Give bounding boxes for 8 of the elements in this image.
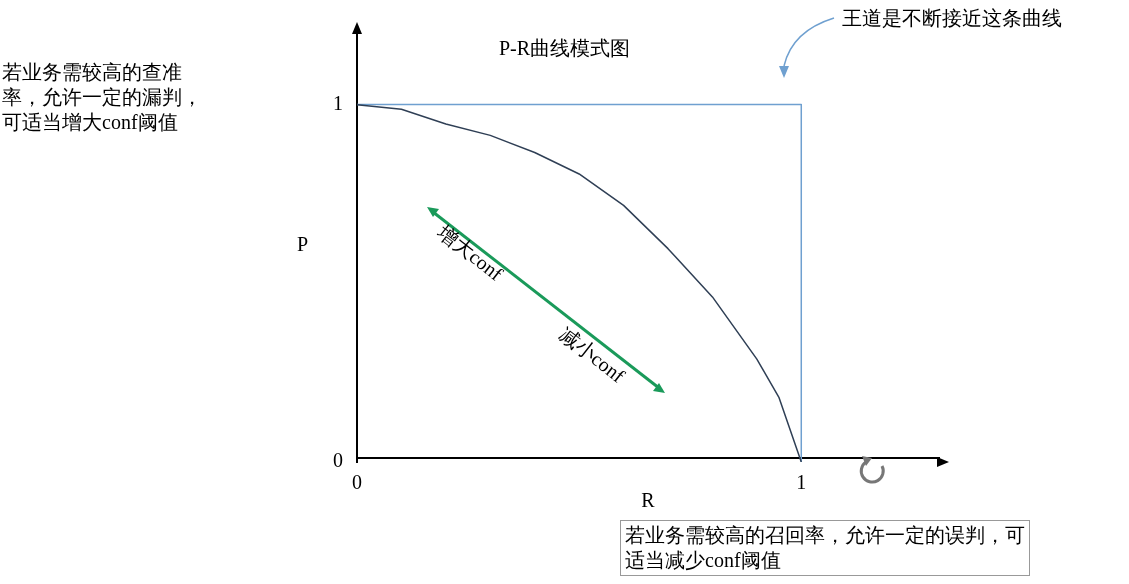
text: 若业务需较高的查准率，允许一定的漏判，可适当增大conf阈值 [2, 60, 203, 135]
y-axis-title: P [297, 232, 309, 257]
x-axis-title: R [641, 489, 656, 512]
text: 若业务需较高的召回率，允许一定的误判，可适当减少conf阈值 [620, 520, 1030, 576]
annotation: 王道是不断接近这条曲线 [842, 6, 1062, 31]
annotation: 减小conf [554, 322, 630, 389]
text: P-R曲线模式图 [498, 37, 631, 60]
annotation: 增大conf [432, 220, 508, 287]
